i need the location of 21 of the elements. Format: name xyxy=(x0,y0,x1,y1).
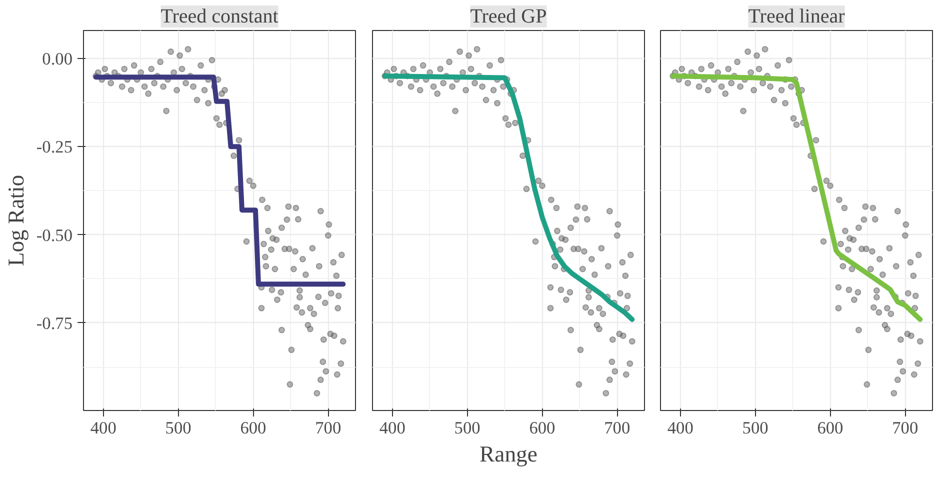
x-tick-label: 700 xyxy=(315,418,342,438)
x-tick-label: 600 xyxy=(240,418,266,438)
x-tick-label: 700 xyxy=(892,418,918,438)
x-tick-label: 500 xyxy=(165,418,192,438)
y-axis-title: Log Ratio xyxy=(3,174,28,266)
x-tick-label: 600 xyxy=(818,418,844,438)
chart-title: Treed GP xyxy=(470,6,546,28)
x-tick-label: 400 xyxy=(90,418,116,438)
y-tick-label: -0.75 xyxy=(36,314,73,333)
x-axis-title: Range xyxy=(479,442,538,466)
y-tick-label: -0.25 xyxy=(36,138,73,157)
x-tick-label: 700 xyxy=(604,418,630,438)
x-tick-label: 400 xyxy=(379,418,406,438)
chart-title: Treed linear xyxy=(748,6,846,28)
x-tick-label: 600 xyxy=(528,418,555,438)
x-tick-label: 400 xyxy=(668,418,694,438)
x-tick-label: 500 xyxy=(454,418,480,438)
chart-title: Treed constant xyxy=(160,6,279,28)
y-tick-label: 0.00 xyxy=(42,49,73,68)
x-tick-label: 500 xyxy=(742,418,769,438)
y-tick-label: -0.50 xyxy=(36,226,73,245)
